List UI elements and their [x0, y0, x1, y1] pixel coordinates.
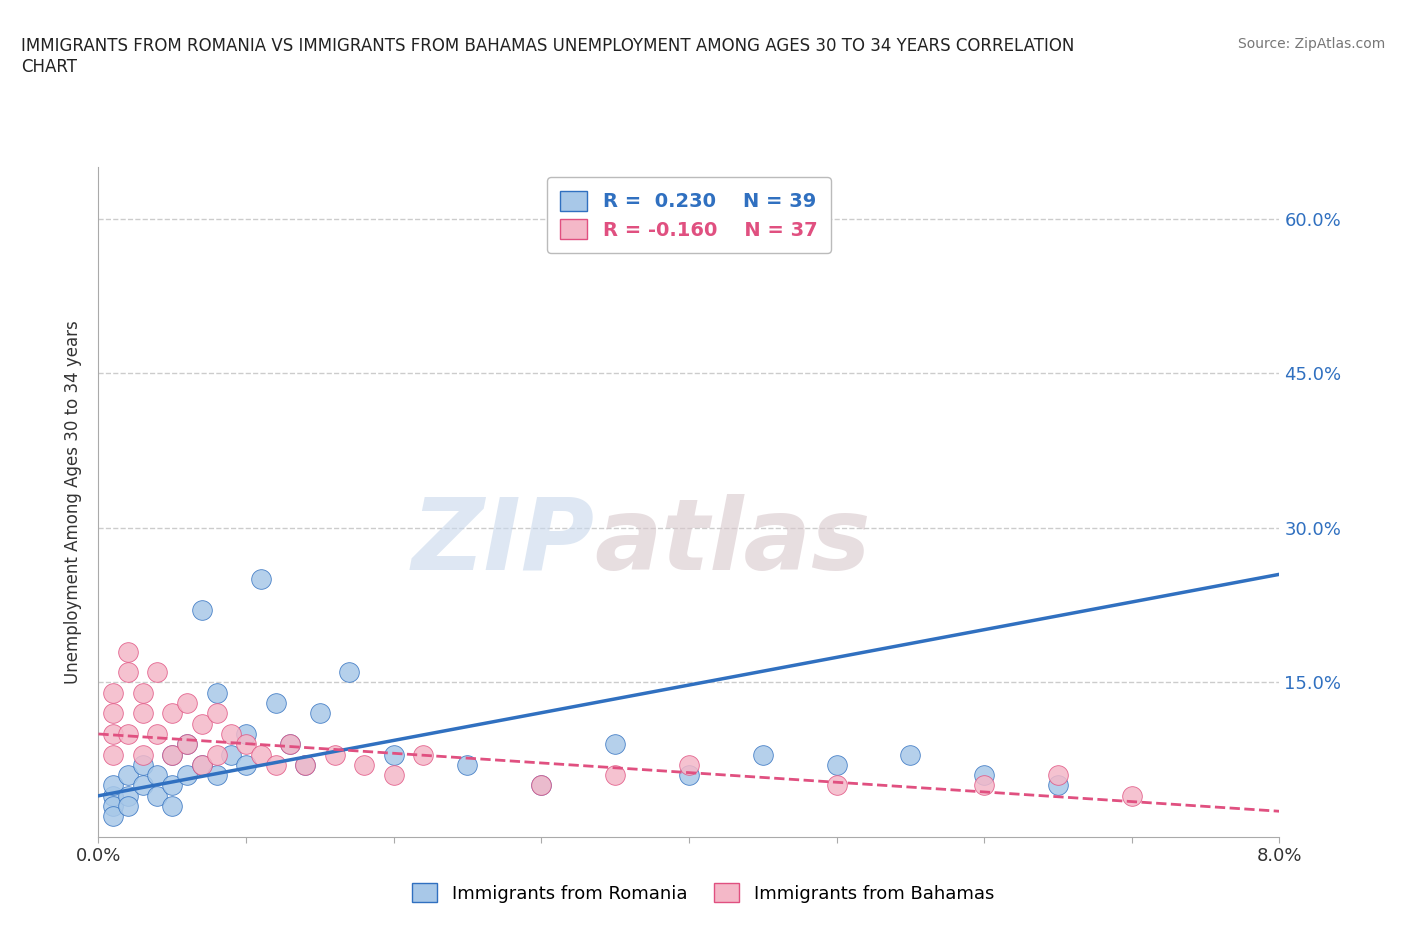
- Point: [205, 685, 228, 700]
- Point: [973, 778, 995, 793]
- Point: [146, 768, 169, 783]
- Point: [294, 757, 316, 772]
- Point: [146, 665, 169, 680]
- Point: [103, 685, 125, 700]
- Point: [219, 726, 242, 741]
- Point: [412, 747, 434, 762]
- Point: [117, 768, 139, 783]
- Point: [162, 747, 183, 762]
- Point: [278, 737, 302, 751]
- Text: Source: ZipAtlas.com: Source: ZipAtlas.com: [1237, 37, 1385, 51]
- Point: [176, 737, 198, 751]
- Point: [117, 665, 139, 680]
- Point: [825, 757, 848, 772]
- Point: [103, 799, 125, 814]
- Point: [205, 747, 228, 762]
- Point: [323, 747, 346, 762]
- Point: [382, 768, 405, 783]
- Point: [132, 778, 155, 793]
- Point: [205, 706, 228, 721]
- Point: [176, 737, 198, 751]
- Point: [353, 757, 375, 772]
- Point: [117, 789, 139, 804]
- Text: atlas: atlas: [595, 494, 870, 591]
- Point: [1121, 789, 1143, 804]
- Point: [751, 747, 773, 762]
- Point: [678, 757, 700, 772]
- Point: [191, 757, 214, 772]
- Point: [162, 799, 183, 814]
- Point: [235, 757, 257, 772]
- Y-axis label: Unemployment Among Ages 30 to 34 years: Unemployment Among Ages 30 to 34 years: [65, 320, 83, 684]
- Point: [132, 706, 155, 721]
- Point: [278, 737, 302, 751]
- Point: [162, 747, 183, 762]
- Point: [103, 726, 125, 741]
- Point: [825, 778, 848, 793]
- Point: [103, 778, 125, 793]
- Point: [146, 726, 169, 741]
- Point: [678, 768, 700, 783]
- Point: [308, 706, 332, 721]
- Point: [264, 757, 287, 772]
- Legend: R =  0.230    N = 39, R = -0.160    N = 37: R = 0.230 N = 39, R = -0.160 N = 37: [547, 177, 831, 253]
- Text: ZIP: ZIP: [412, 494, 595, 591]
- Point: [117, 644, 139, 659]
- Point: [235, 726, 257, 741]
- Point: [294, 757, 316, 772]
- Point: [1046, 778, 1069, 793]
- Point: [382, 747, 405, 762]
- Point: [132, 747, 155, 762]
- Point: [337, 665, 360, 680]
- Point: [219, 747, 242, 762]
- Point: [146, 789, 169, 804]
- Point: [103, 706, 125, 721]
- Point: [530, 778, 553, 793]
- Point: [456, 757, 478, 772]
- Point: [191, 716, 214, 731]
- Text: IMMIGRANTS FROM ROMANIA VS IMMIGRANTS FROM BAHAMAS UNEMPLOYMENT AMONG AGES 30 TO: IMMIGRANTS FROM ROMANIA VS IMMIGRANTS FR…: [21, 37, 1074, 76]
- Point: [250, 747, 273, 762]
- Point: [530, 778, 553, 793]
- Point: [264, 696, 287, 711]
- Point: [117, 726, 139, 741]
- Point: [103, 809, 125, 824]
- Point: [250, 572, 273, 587]
- Point: [132, 685, 155, 700]
- Point: [176, 768, 198, 783]
- Point: [132, 757, 155, 772]
- Legend: Immigrants from Romania, Immigrants from Bahamas: Immigrants from Romania, Immigrants from…: [402, 874, 1004, 911]
- Point: [605, 737, 627, 751]
- Point: [191, 603, 214, 618]
- Point: [605, 768, 627, 783]
- Point: [117, 799, 139, 814]
- Point: [176, 696, 198, 711]
- Point: [973, 768, 995, 783]
- Point: [103, 789, 125, 804]
- Point: [1046, 768, 1069, 783]
- Point: [162, 778, 183, 793]
- Point: [235, 737, 257, 751]
- Point: [205, 768, 228, 783]
- Point: [191, 757, 214, 772]
- Point: [162, 706, 183, 721]
- Point: [103, 747, 125, 762]
- Point: [900, 747, 922, 762]
